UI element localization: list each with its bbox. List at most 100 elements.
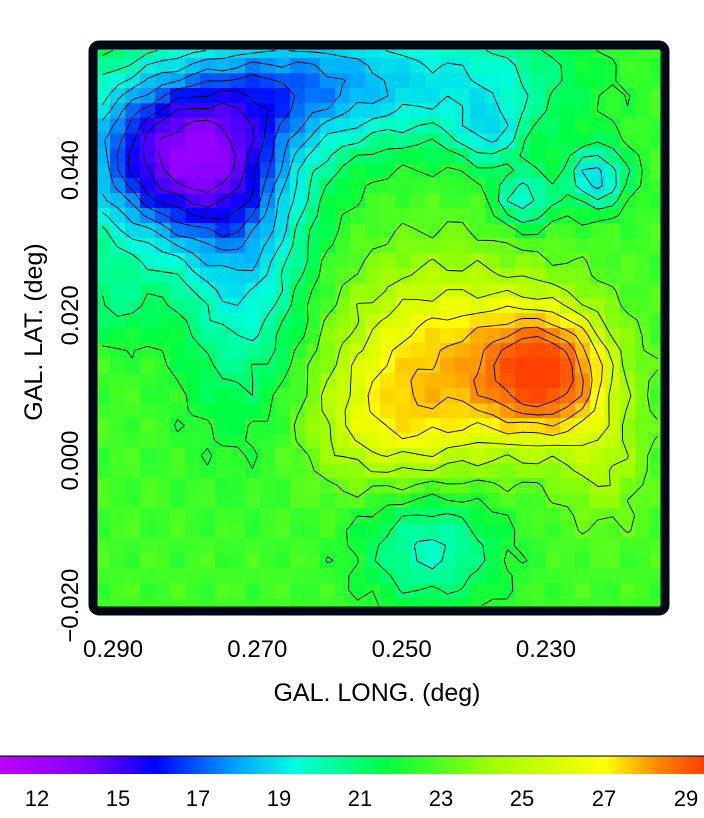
map-pixel: [215, 133, 231, 149]
map-pixel: [605, 373, 621, 389]
map-pixel: [575, 148, 591, 164]
map-pixel: [335, 178, 351, 194]
map-pixel: [455, 538, 471, 554]
map-pixel: [305, 133, 321, 149]
map-pixel: [575, 103, 591, 119]
map-pixel: [635, 118, 651, 134]
x-axis-title: GAL. LONG. (deg): [273, 679, 480, 707]
map-pixel: [440, 148, 456, 164]
map-pixel: [215, 358, 231, 374]
map-pixel: [155, 328, 171, 344]
contour-line: [344, 289, 614, 458]
map-pixel: [320, 418, 336, 434]
map-pixel: [305, 118, 321, 134]
map-pixel: [155, 583, 171, 599]
map-pixel: [155, 373, 171, 389]
map-pixel: [635, 538, 651, 554]
map-pixel: [530, 523, 546, 539]
map-pixel: [155, 208, 171, 224]
map-pixel: [110, 223, 126, 239]
map-pixel: [380, 193, 396, 209]
map-pixel: [590, 358, 606, 374]
map-pixel: [350, 373, 366, 389]
map-pixel: [290, 58, 306, 74]
map-pixel: [440, 568, 456, 584]
map-pixel: [290, 253, 306, 269]
map-pixel: [590, 448, 606, 464]
map-pixel: [410, 478, 426, 494]
map-pixel: [320, 328, 336, 344]
map-pixel: [245, 133, 261, 149]
map-pixel: [515, 118, 531, 134]
map-pixel: [605, 238, 621, 254]
map-pixel: [575, 223, 591, 239]
map-pixel: [500, 418, 516, 434]
map-pixel: [155, 568, 171, 584]
contour-line: [158, 119, 236, 193]
map-pixel: [425, 418, 441, 434]
map-pixel: [230, 583, 246, 599]
map-pixel: [275, 268, 291, 284]
map-pixel: [95, 208, 111, 224]
map-pixel: [500, 553, 516, 569]
map-pixel: [500, 388, 516, 404]
map-pixel: [485, 223, 501, 239]
map-pixel: [605, 178, 621, 194]
map-pixel: [230, 478, 246, 494]
map-pixel: [485, 73, 501, 89]
map-pixel: [290, 133, 306, 149]
map-pixel: [395, 583, 411, 599]
map-pixel: [290, 328, 306, 344]
map-pixel: [590, 418, 606, 434]
map-pixel: [155, 418, 171, 434]
map-pixel: [260, 58, 276, 74]
map-pixel: [485, 118, 501, 134]
contour-line: [367, 305, 603, 440]
map-pixel: [605, 538, 621, 554]
map-pixel: [395, 268, 411, 284]
map-pixel: [320, 568, 336, 584]
map-pixel: [395, 103, 411, 119]
map-pixel: [410, 58, 426, 74]
map-pixel: [350, 88, 366, 104]
map-pixel: [305, 343, 321, 359]
map-pixel: [560, 223, 576, 239]
map-pixel: [320, 493, 336, 509]
map-pixel: [500, 238, 516, 254]
map-pixel: [215, 493, 231, 509]
map-pixel: [290, 493, 306, 509]
map-pixel: [170, 568, 186, 584]
map-pixel: [260, 478, 276, 494]
map-pixel: [485, 148, 501, 164]
map-pixel: [575, 208, 591, 224]
map-pixel: [290, 118, 306, 134]
map-pixel: [155, 73, 171, 89]
map-pixel: [545, 73, 561, 89]
map-pixel: [110, 118, 126, 134]
map-pixel: [245, 463, 261, 479]
map-pixel: [335, 343, 351, 359]
map-pixel: [275, 73, 291, 89]
map-pixel: [95, 178, 111, 194]
map-pixel: [590, 523, 606, 539]
map-pixel: [200, 373, 216, 389]
map-pixel: [260, 568, 276, 584]
map-pixel: [260, 73, 276, 89]
map-pixel: [185, 268, 201, 284]
map-pixel: [575, 583, 591, 599]
map-pixel: [365, 253, 381, 269]
map-pixel: [605, 343, 621, 359]
map-pixel: [410, 133, 426, 149]
map-pixel: [635, 193, 651, 209]
map-pixel: [230, 403, 246, 419]
map-pixel: [365, 118, 381, 134]
colorbar-tick-label: 27: [592, 786, 616, 811]
map-pixel: [125, 193, 141, 209]
map-pixel: [575, 508, 591, 524]
map-pixel: [395, 478, 411, 494]
map-pixel: [485, 343, 501, 359]
contour-line: [320, 258, 632, 488]
map-pixel: [380, 568, 396, 584]
map-pixel: [605, 313, 621, 329]
map-pixel: [575, 178, 591, 194]
